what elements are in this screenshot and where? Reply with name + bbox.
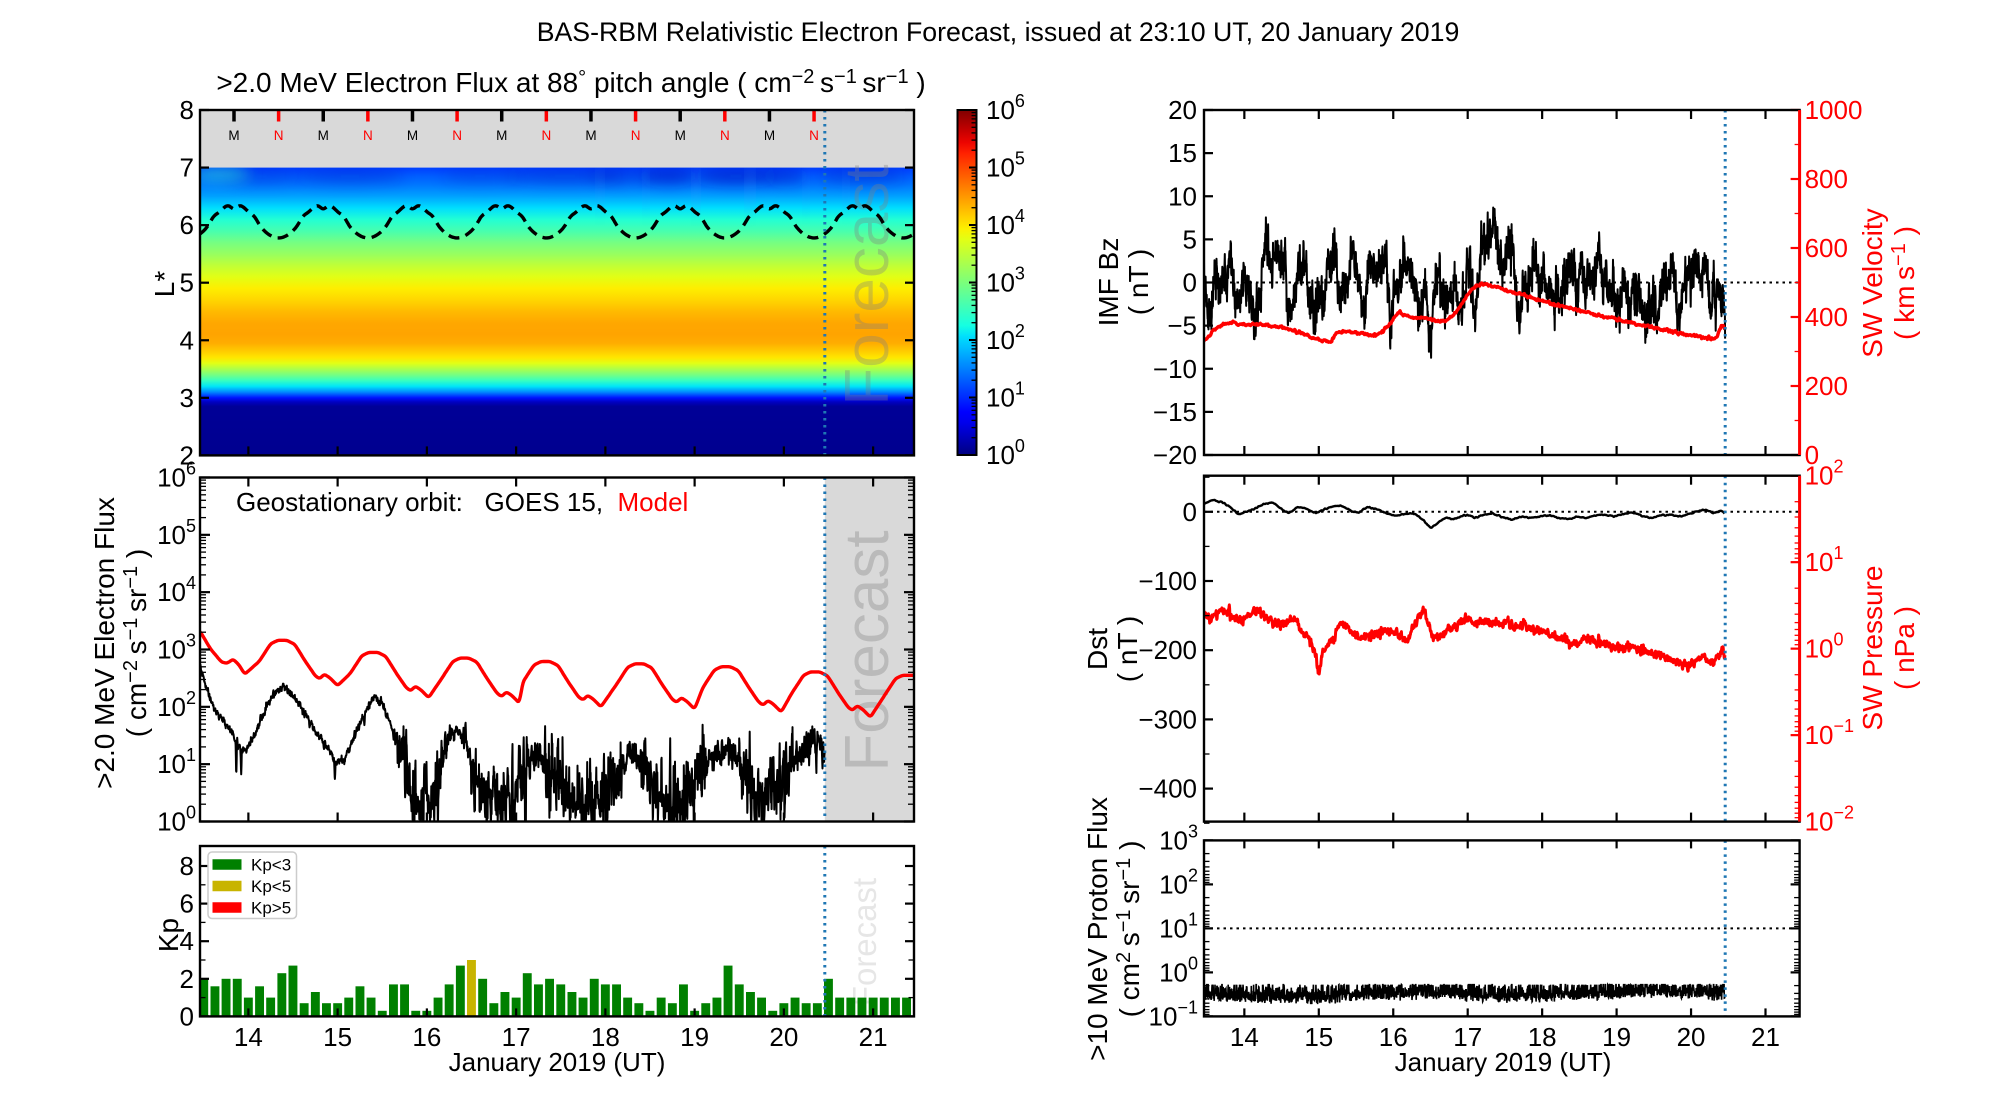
svg-text:N: N — [541, 128, 551, 143]
svg-text:( nPa ): ( nPa ) — [1889, 606, 1920, 690]
svg-text:>2.0 MeV Electron Flux at 88°: >2.0 MeV Electron Flux at 88° pitch angl… — [216, 66, 925, 98]
svg-text:17: 17 — [502, 1022, 531, 1052]
svg-text:−400: −400 — [1138, 774, 1197, 804]
svg-text:Kp<5: Kp<5 — [251, 877, 291, 896]
svg-text:L*: L* — [149, 271, 180, 298]
svg-text:( cm−2 s−1 sr−1 ): ( cm−2 s−1 sr−1 ) — [120, 549, 152, 738]
svg-text:800: 800 — [1805, 164, 1848, 194]
svg-text:400: 400 — [1805, 302, 1848, 332]
svg-text:N: N — [452, 128, 462, 143]
svg-text:Forecast: Forecast — [833, 530, 902, 771]
svg-text:2: 2 — [180, 964, 194, 994]
svg-text:18: 18 — [591, 1022, 620, 1052]
svg-text:IMF Bz: IMF Bz — [1093, 238, 1124, 327]
svg-text:15: 15 — [1304, 1022, 1333, 1052]
svg-text:January 2019 (UT): January 2019 (UT) — [449, 1047, 666, 1077]
svg-text:>10 MeV Proton Flux: >10 MeV Proton Flux — [1082, 797, 1113, 1061]
svg-text:5: 5 — [1183, 224, 1197, 254]
svg-text:Kp>5: Kp>5 — [251, 899, 291, 918]
svg-text:( km s−1 ): ( km s−1 ) — [1888, 226, 1920, 340]
svg-text:>2.0 MeV Electron Flux: >2.0 MeV Electron Flux — [89, 497, 120, 789]
svg-text:−200: −200 — [1138, 635, 1197, 665]
svg-text:21: 21 — [859, 1022, 888, 1052]
svg-text:M: M — [228, 128, 239, 143]
svg-text:200: 200 — [1805, 371, 1848, 401]
svg-text:16: 16 — [412, 1022, 441, 1052]
svg-text:104: 104 — [986, 206, 1025, 240]
svg-text:18: 18 — [1528, 1022, 1557, 1052]
svg-text:15: 15 — [323, 1022, 352, 1052]
svg-text:SW Velocity: SW Velocity — [1857, 208, 1888, 357]
svg-text:6: 6 — [180, 889, 194, 919]
svg-text:M: M — [675, 128, 686, 143]
svg-text:5: 5 — [180, 268, 194, 298]
svg-text:6: 6 — [180, 210, 194, 240]
svg-text:4: 4 — [180, 325, 194, 355]
svg-text:21: 21 — [1751, 1022, 1780, 1052]
svg-text:10−1: 10−1 — [1805, 716, 1854, 750]
svg-text:−10: −10 — [1153, 354, 1197, 384]
svg-text:−100: −100 — [1138, 566, 1197, 596]
svg-text:January 2019 (UT): January 2019 (UT) — [1395, 1047, 1612, 1077]
svg-text:N: N — [720, 128, 730, 143]
svg-text:16: 16 — [1379, 1022, 1408, 1052]
svg-text:20: 20 — [1677, 1022, 1706, 1052]
svg-text:N: N — [809, 128, 819, 143]
svg-text:−20: −20 — [1153, 440, 1197, 470]
svg-text:105: 105 — [157, 516, 196, 550]
svg-text:N: N — [363, 128, 373, 143]
svg-text:0: 0 — [1183, 268, 1197, 298]
svg-text:14: 14 — [1230, 1022, 1259, 1052]
svg-text:0: 0 — [180, 1001, 194, 1031]
svg-text:( nT ): ( nT ) — [1123, 249, 1154, 315]
svg-text:Dst: Dst — [1082, 628, 1113, 670]
svg-text:−15: −15 — [1153, 397, 1197, 427]
svg-text:19: 19 — [1602, 1022, 1631, 1052]
svg-text:Forecast: Forecast — [846, 878, 883, 1006]
svg-text:10: 10 — [1168, 181, 1197, 211]
svg-text:−5: −5 — [1167, 311, 1197, 341]
svg-text:17: 17 — [1453, 1022, 1482, 1052]
svg-text:Kp<3: Kp<3 — [251, 856, 291, 875]
svg-text:M: M — [407, 128, 418, 143]
svg-text:M: M — [496, 128, 507, 143]
svg-text:8: 8 — [180, 95, 194, 125]
svg-text:4: 4 — [180, 926, 194, 956]
svg-text:M: M — [585, 128, 596, 143]
svg-text:SW Pressure: SW Pressure — [1857, 566, 1888, 731]
svg-text:N: N — [631, 128, 641, 143]
svg-text:( nT ): ( nT ) — [1112, 616, 1143, 682]
svg-text:14: 14 — [234, 1022, 263, 1052]
svg-text:2: 2 — [180, 440, 194, 470]
svg-text:1000: 1000 — [1805, 95, 1863, 125]
svg-text:Forecast: Forecast — [833, 164, 902, 405]
svg-text:15: 15 — [1168, 138, 1197, 168]
svg-text:BAS-RBM Relativistic Electron: BAS-RBM Relativistic Electron Forecast, … — [537, 17, 1460, 47]
svg-text:Kp: Kp — [153, 918, 184, 952]
svg-text:3: 3 — [180, 383, 194, 413]
svg-text:20: 20 — [1168, 95, 1197, 125]
svg-text:M: M — [764, 128, 775, 143]
svg-text:20: 20 — [769, 1022, 798, 1052]
svg-text:7: 7 — [180, 153, 194, 183]
svg-text:0: 0 — [1183, 497, 1197, 527]
svg-text:Geostationary orbit: GOES 15: Geostationary orbit: GOES 15, Model — [236, 487, 688, 517]
svg-text:600: 600 — [1805, 233, 1848, 263]
svg-text:8: 8 — [180, 851, 194, 881]
svg-text:19: 19 — [680, 1022, 709, 1052]
svg-text:0: 0 — [1805, 440, 1819, 470]
svg-text:N: N — [274, 128, 284, 143]
svg-text:−300: −300 — [1138, 704, 1197, 734]
svg-text:M: M — [318, 128, 329, 143]
